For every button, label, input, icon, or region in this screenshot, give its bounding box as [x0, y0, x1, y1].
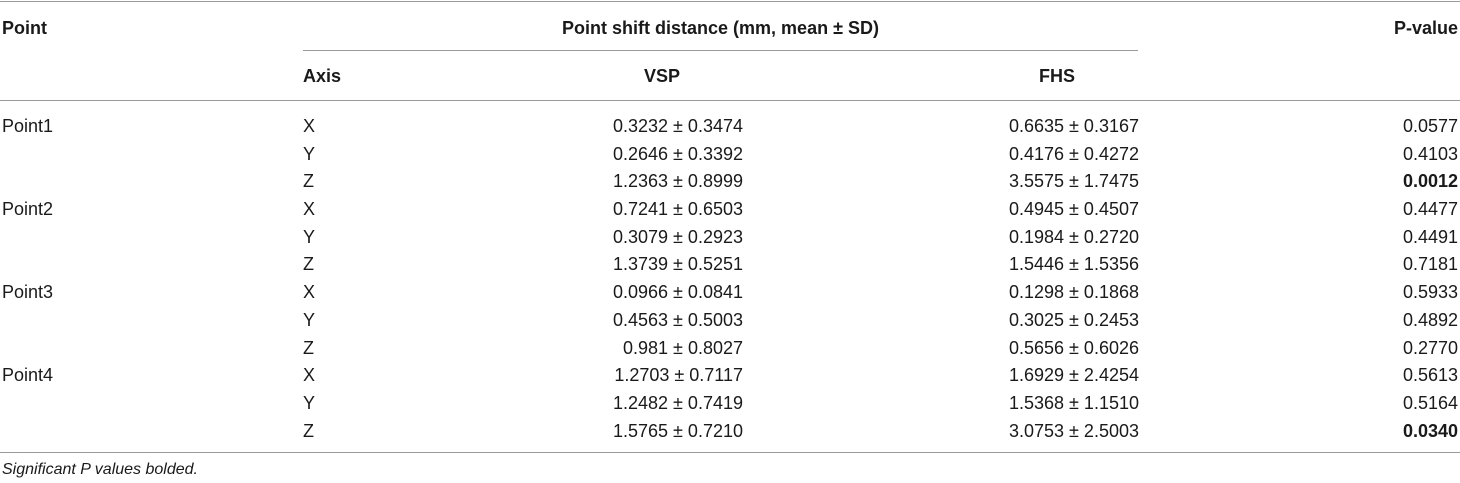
- table-body: Point1 X 0.3232 ± 0.3474 0.6635 ± 0.3167 0.0…: [0, 113, 1460, 445]
- vsp-cell: 0.7241 ± 0.6503: [613, 199, 743, 220]
- point-cell: Point4: [2, 365, 54, 386]
- header-axis: Axis: [303, 66, 342, 86]
- table-row: Y 0.2646 ± 0.3392 0.4176 ± 0.4272 0.4103: [0, 141, 1460, 169]
- vsp-cell: 0.3079 ± 0.2923: [613, 226, 743, 247]
- point-cell: Point1: [2, 116, 54, 136]
- vsp-cell: 0.981 ± 0.8027: [623, 337, 743, 358]
- axis-cell: Y: [303, 392, 316, 413]
- point-cell: Point3: [2, 282, 54, 303]
- axis-cell: X: [303, 365, 316, 386]
- fhs-cell: 0.4945 ± 0.4507: [1009, 199, 1139, 220]
- fhs-cell: 0.6635 ± 0.3167: [1009, 116, 1139, 136]
- fhs-cell: 3.5575 ± 1.7475: [1009, 171, 1139, 192]
- vsp-cell: 1.2703 ± 0.7117: [614, 365, 743, 386]
- fhs-cell: 0.1984 ± 0.2720: [1009, 226, 1139, 247]
- header-bottom-rule: [0, 100, 1460, 101]
- fhs-cell: 1.6929 ± 2.4254: [1009, 365, 1139, 386]
- group-header-rule: [303, 50, 1138, 51]
- axis-cell: Y: [303, 143, 316, 164]
- p-value-cell: 0.4103: [1402, 143, 1458, 164]
- p-value-cell: 0.5613: [1402, 365, 1458, 386]
- header-point: Point: [2, 18, 47, 38]
- axis-cell: Z: [303, 337, 314, 358]
- header-fhs: FHS: [1039, 66, 1075, 86]
- table-bottom-rule: [0, 452, 1460, 453]
- point-cell: Point2: [2, 199, 54, 220]
- vsp-cell: 0.3232 ± 0.3474: [613, 116, 743, 136]
- vsp-cell: 0.2646 ± 0.3392: [613, 143, 743, 164]
- p-value-cell: 0.4491: [1402, 226, 1458, 247]
- table-row: Z 0.981 ± 0.8027 0.5656 ± 0.6026 0.2770: [0, 335, 1460, 363]
- table-row: Point3 X 0.0966 ± 0.0841 0.1298 ± 0.1868 0.5…: [0, 279, 1460, 307]
- fhs-cell: 0.1298 ± 0.1868: [1009, 282, 1139, 303]
- p-value-cell: 0.0577: [1402, 116, 1458, 136]
- table-footnote: Significant P values bolded.: [2, 461, 198, 478]
- vsp-cell: 1.5765 ± 0.7210: [613, 420, 743, 441]
- fhs-cell: 0.4176 ± 0.4272: [1009, 143, 1139, 164]
- table-row: Z 1.2363 ± 0.8999 3.5575 ± 1.7475 0.0012: [0, 168, 1460, 196]
- table-row: Z 1.5765 ± 0.7210 3.0753 ± 2.5003 0.0340: [0, 418, 1460, 446]
- axis-cell: X: [303, 199, 316, 220]
- axis-cell: X: [303, 282, 316, 303]
- table-row: Point2 X 0.7241 ± 0.6503 0.4945 ± 0.4507 0.4…: [0, 196, 1460, 224]
- fhs-cell: 0.5656 ± 0.6026: [1009, 337, 1139, 358]
- axis-cell: Z: [303, 171, 314, 192]
- axis-cell: Y: [303, 309, 316, 330]
- header-shift-distance: Point shift distance (mm, mean ± SD): [562, 18, 879, 38]
- table-row: Point1 X 0.3232 ± 0.3474 0.6635 ± 0.3167 0.0…: [0, 113, 1460, 141]
- table-row: Point4 X 1.2703 ± 0.7117 1.6929 ± 2.4254 0.5…: [0, 362, 1460, 390]
- p-value-cell: 0.5164: [1402, 392, 1458, 413]
- fhs-cell: 0.3025 ± 0.2453: [1009, 309, 1139, 330]
- p-value-cell: 0.0012: [1402, 171, 1458, 192]
- fhs-cell: 3.0753 ± 2.5003: [1009, 420, 1139, 441]
- p-value-cell: 0.7181: [1402, 254, 1458, 275]
- table-row: Y 0.4563 ± 0.5003 0.3025 ± 0.2453 0.4892: [0, 307, 1460, 335]
- table-top-rule: [0, 1, 1460, 2]
- p-value-cell: 0.5933: [1402, 282, 1458, 303]
- p-value-cell: 0.2770: [1402, 337, 1458, 358]
- axis-cell: Z: [303, 420, 314, 441]
- p-value-cell: 0.4477: [1402, 199, 1458, 220]
- p-value-cell: 0.0340: [1402, 420, 1458, 441]
- fhs-cell: 1.5368 ± 1.1510: [1009, 392, 1139, 413]
- vsp-cell: 1.3739 ± 0.5251: [613, 254, 743, 275]
- vsp-cell: 1.2363 ± 0.8999: [613, 171, 743, 192]
- table-row: Y 1.2482 ± 0.7419 1.5368 ± 1.1510 0.5164: [0, 390, 1460, 418]
- vsp-cell: 0.4563 ± 0.5003: [613, 309, 743, 330]
- table-row: Z 1.3739 ± 0.5251 1.5446 ± 1.5356 0.7181: [0, 251, 1460, 279]
- p-value-cell: 0.4892: [1402, 309, 1458, 330]
- header-vsp: VSP: [643, 66, 681, 86]
- header-p-value: P-value: [1393, 18, 1458, 38]
- table-row: Y 0.3079 ± 0.2923 0.1984 ± 0.2720 0.4491: [0, 224, 1460, 252]
- fhs-cell: 1.5446 ± 1.5356: [1009, 254, 1139, 275]
- vsp-cell: 0.0966 ± 0.0841: [613, 282, 743, 303]
- axis-cell: Z: [303, 254, 314, 275]
- axis-cell: X: [303, 116, 316, 136]
- vsp-cell: 1.2482 ± 0.7419: [613, 392, 743, 413]
- axis-cell: Y: [303, 226, 316, 247]
